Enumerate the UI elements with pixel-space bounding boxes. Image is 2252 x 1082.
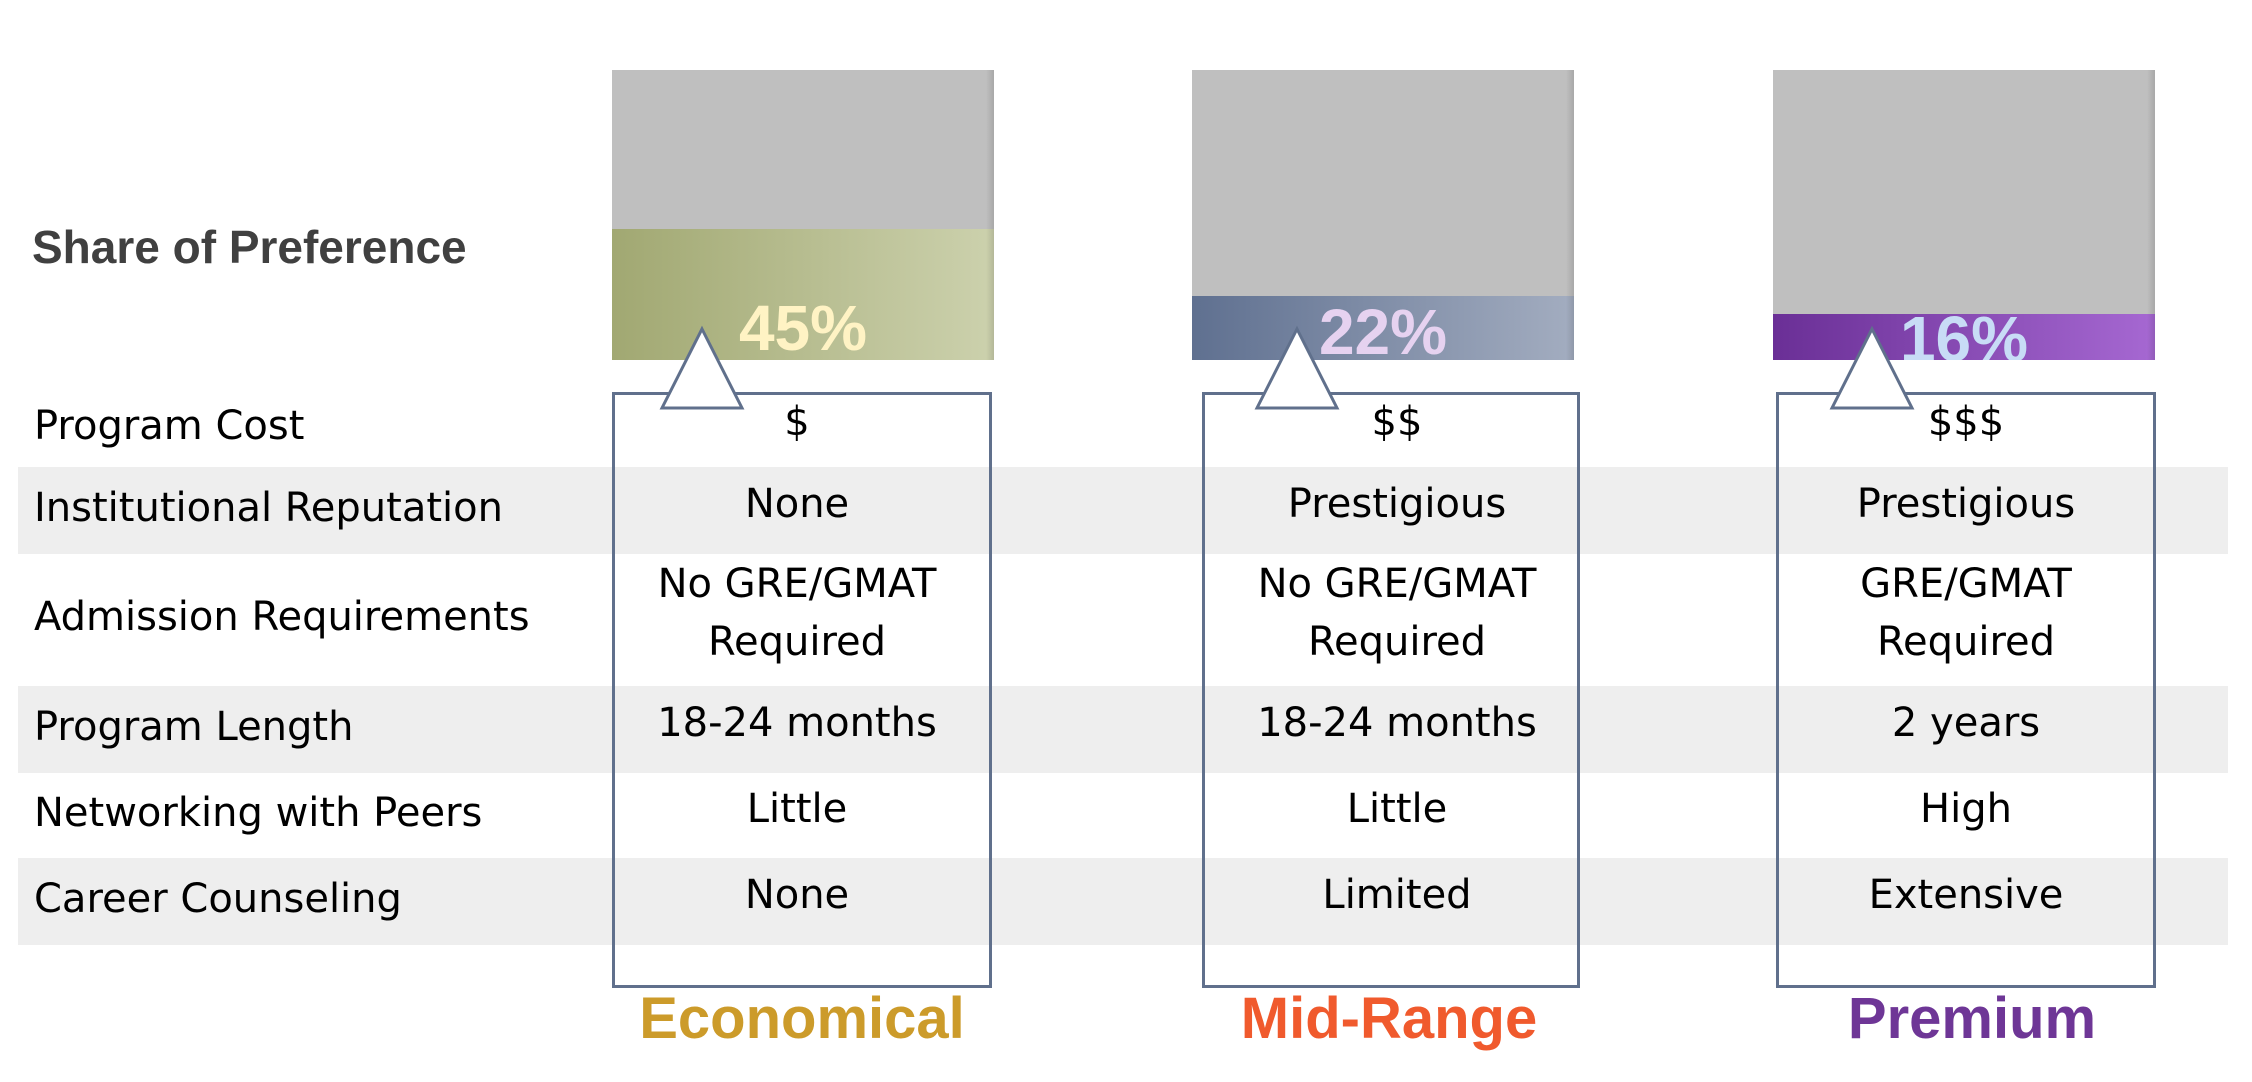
attribute-label-program-length: Program Length bbox=[34, 704, 354, 750]
cell-line: GRE/GMAT bbox=[1860, 561, 2072, 607]
cell-line: Prestigious bbox=[1856, 481, 2076, 527]
cell-economical-career-counseling: None bbox=[587, 866, 1007, 924]
cell-mid-range-career-counseling: Limited bbox=[1187, 866, 1607, 924]
cell-line: Extensive bbox=[1868, 872, 2064, 918]
tier-name-premium: Premium bbox=[1847, 986, 2097, 1051]
cell-line: Limited bbox=[1322, 872, 1472, 918]
bar-mid-range bbox=[1192, 296, 1574, 360]
cell-line: Required bbox=[1876, 619, 2056, 665]
cell-mid-range-program-length: 18-24 months bbox=[1187, 694, 1607, 752]
cell-line: $ bbox=[784, 399, 810, 445]
bar-economical bbox=[612, 229, 994, 360]
cell-mid-range-program-cost: $$ bbox=[1187, 393, 1607, 451]
row-stripe bbox=[18, 686, 2228, 773]
cell-economical-admission-requirements: No GRE/GMAT Required bbox=[587, 555, 1007, 671]
cell-premium-program-cost: $$$ bbox=[1756, 393, 2176, 451]
pointer-triangle-icon bbox=[1829, 325, 1915, 410]
attribute-label-networking-with-peers: Networking with Peers bbox=[34, 790, 483, 836]
cell-line: 2 years bbox=[1891, 700, 2041, 746]
cell-line: None bbox=[744, 872, 850, 918]
share-of-preference-label: Share of Preference bbox=[32, 221, 467, 273]
tier-frame-premium bbox=[1776, 392, 2156, 988]
cell-line: No GRE/GMAT bbox=[657, 561, 937, 607]
tier-name-economical: Economical bbox=[639, 986, 965, 1051]
pointer-triangle-icon bbox=[1254, 325, 1340, 410]
bar-track-mid-range: 22% bbox=[1192, 70, 1574, 360]
bar-clip: 45% bbox=[612, 70, 994, 360]
cell-premium-career-counseling: Extensive bbox=[1756, 866, 2176, 924]
bar-value-label-mid-range: 22% bbox=[1318, 296, 1448, 360]
cell-economical-program-length: 18-24 months bbox=[587, 694, 1007, 752]
cell-line: $$ bbox=[1371, 399, 1423, 445]
cell-economical-networking-with-peers: Little bbox=[587, 780, 1007, 838]
bar-value-label-economical: 45% bbox=[738, 292, 868, 360]
pointer-triangle-shape bbox=[659, 325, 745, 410]
cell-mid-range-networking-with-peers: Little bbox=[1187, 780, 1607, 838]
tier-frame-mid-range bbox=[1202, 392, 1580, 988]
bar-clip: 16% bbox=[1773, 70, 2155, 360]
cell-line: Little bbox=[746, 786, 848, 832]
cell-economical-institutional-reputation: None bbox=[587, 475, 1007, 533]
bar-premium bbox=[1773, 314, 2155, 360]
cell-premium-networking-with-peers: High bbox=[1756, 780, 2176, 838]
cell-line: None bbox=[744, 481, 850, 527]
tier-name-mid-range: Mid-Range bbox=[1240, 986, 1538, 1051]
bar-track-premium: 16% bbox=[1773, 70, 2155, 360]
cell-line: 18-24 months bbox=[1257, 700, 1537, 746]
cell-premium-program-length: 2 years bbox=[1756, 694, 2176, 752]
cell-line: Required bbox=[707, 619, 887, 665]
cell-line: Required bbox=[1307, 619, 1487, 665]
cell-premium-institutional-reputation: Prestigious bbox=[1756, 475, 2176, 533]
tier-frame-economical bbox=[612, 392, 992, 988]
bar-value-label-premium: 16% bbox=[1899, 303, 2029, 360]
pointer-triangle-shape bbox=[1829, 325, 1915, 410]
row-stripe bbox=[18, 858, 2228, 945]
pointer-triangle-shape bbox=[1254, 325, 1340, 410]
cell-mid-range-institutional-reputation: Prestigious bbox=[1187, 475, 1607, 533]
attribute-label-career-counseling: Career Counseling bbox=[34, 876, 402, 922]
pointer-triangle-icon bbox=[659, 325, 745, 410]
bar-clip: 22% bbox=[1192, 70, 1574, 360]
cell-mid-range-admission-requirements: No GRE/GMAT Required bbox=[1187, 555, 1607, 671]
cell-line: Prestigious bbox=[1287, 481, 1507, 527]
cell-premium-admission-requirements: GRE/GMAT Required bbox=[1756, 555, 2176, 671]
cell-line: Little bbox=[1346, 786, 1448, 832]
cell-economical-program-cost: $ bbox=[587, 393, 1007, 451]
row-stripe bbox=[18, 467, 2228, 554]
cell-line: $$$ bbox=[1927, 399, 2005, 445]
cell-line: 18-24 months bbox=[657, 700, 937, 746]
attribute-label-admission-requirements: Admission Requirements bbox=[34, 594, 530, 640]
cell-line: No GRE/GMAT bbox=[1257, 561, 1537, 607]
cell-line: High bbox=[1920, 786, 2012, 832]
attribute-label-institutional-reputation: Institutional Reputation bbox=[34, 485, 503, 531]
bar-track-economical: 45% bbox=[612, 70, 994, 360]
attribute-label-program-cost: Program Cost bbox=[34, 403, 305, 449]
